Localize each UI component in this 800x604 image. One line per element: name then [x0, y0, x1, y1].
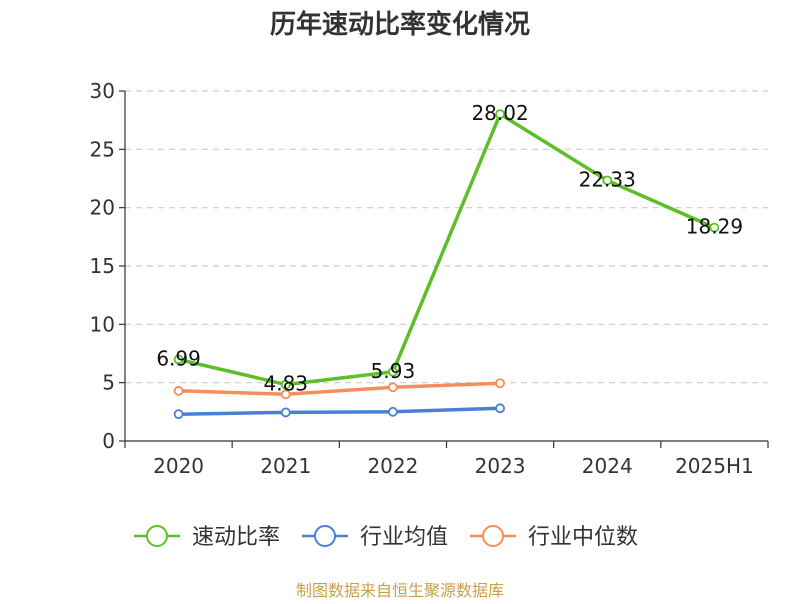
legend-swatch-marker: [482, 525, 505, 547]
series-line: [178, 381, 501, 397]
data-point: [388, 406, 398, 417]
data-label: 4.83: [263, 372, 308, 396]
data-point: [388, 366, 398, 377]
legend-swatch-marker: [314, 525, 337, 547]
y-tick-label: 15: [90, 254, 115, 278]
data-point: [709, 222, 720, 233]
legend: 速动比率 行业均值 行业中位数: [134, 525, 638, 550]
data-point: [280, 379, 291, 390]
y-tick-label: 20: [90, 196, 115, 220]
chart-title: 历年速动比率变化情况: [270, 9, 530, 40]
axes: 0 5 10 15 20 25 30 2020 2021 2022 2023 2024 2025H1: [90, 79, 769, 478]
data-label: 6.99: [156, 346, 201, 370]
data-label: 18.29: [686, 215, 743, 239]
x-tick-label: 2023: [475, 454, 526, 478]
x-tick-label: 2024: [582, 454, 633, 478]
y-tick-label: 30: [90, 79, 115, 103]
legend-swatch-marker: [146, 525, 168, 547]
y-tick-label: 5: [102, 371, 115, 395]
data-point: [602, 175, 613, 186]
data-point: [280, 389, 291, 400]
data-point: [173, 354, 184, 365]
legend-label: 速动比率: [192, 525, 280, 550]
grid-lines: [125, 90, 768, 384]
data-label: 28.02: [471, 101, 528, 125]
series-line: [178, 112, 716, 387]
data-point: [280, 407, 291, 418]
legend-label: 行业均值: [360, 525, 448, 550]
data-label: 5.93: [371, 359, 416, 383]
y-tick-label: 10: [90, 312, 115, 336]
data-point: [173, 385, 184, 396]
series-line: [178, 406, 501, 416]
data-point: [495, 378, 505, 389]
data-point: [388, 382, 398, 393]
y-tick-label: 25: [90, 137, 115, 161]
y-tick-label: 0: [102, 429, 115, 453]
x-tick-label: 2020: [153, 454, 204, 478]
series-layer: [173, 109, 720, 420]
x-tick-label: 2025H1: [675, 454, 754, 478]
x-tick-label: 2022: [367, 454, 418, 478]
data-point: [495, 403, 505, 414]
source-note: 制图数据来自恒生聚源数据库: [296, 581, 504, 600]
x-tick-label: 2021: [260, 454, 311, 478]
data-label: 22.33: [579, 167, 636, 191]
legend-label: 行业中位数: [528, 525, 638, 550]
data-point: [173, 409, 184, 420]
data-labels: 6.99 4.83 5.93 28.02 22.33 18.29: [156, 101, 743, 396]
data-point: [495, 109, 505, 119]
